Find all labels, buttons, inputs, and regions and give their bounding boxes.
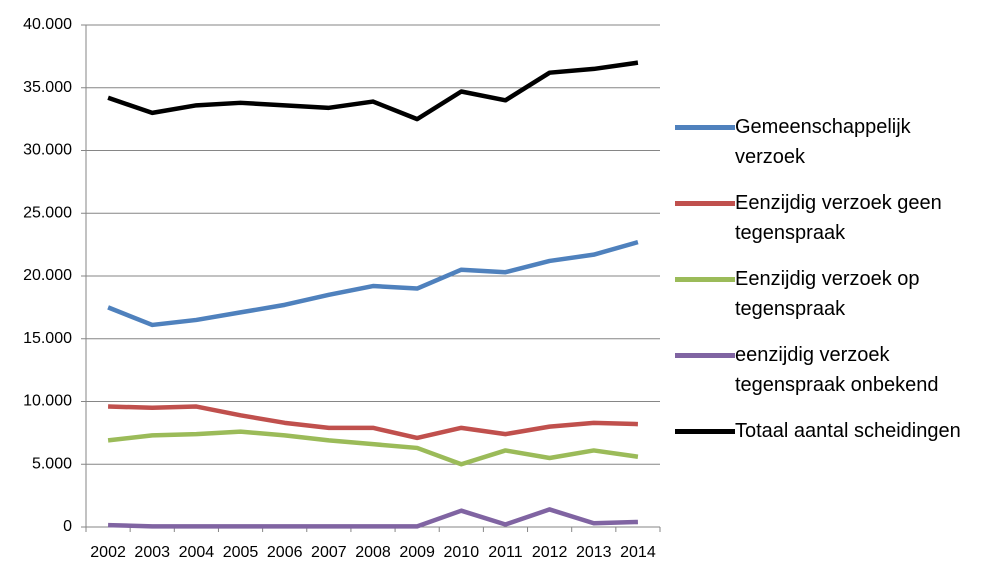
y-tick-label: 10.000	[23, 393, 72, 410]
x-tick-label: 2008	[355, 544, 391, 561]
legend-item: Eenzijdig verzoek op tegenspraak	[675, 264, 983, 324]
x-tick-label: 2007	[311, 544, 347, 561]
x-tick-label: 2005	[223, 544, 259, 561]
legend-label: Eenzijdig verzoek geen tegenspraak	[735, 192, 942, 244]
x-tick-label: 2010	[444, 544, 480, 561]
x-tick-label: 2012	[532, 544, 568, 561]
legend-item: Eenzijdig verzoek geen tegenspraak	[675, 188, 983, 248]
series-line	[108, 404, 638, 441]
x-tick-label: 2009	[399, 544, 435, 561]
legend-swatch	[675, 125, 735, 130]
series-line	[107, 429, 639, 467]
y-tick-label: 15.000	[23, 330, 72, 347]
legend-swatch	[675, 201, 735, 206]
y-tick-label: 5.000	[32, 455, 72, 472]
x-tick-label: 2006	[267, 544, 303, 561]
series-line	[107, 239, 639, 328]
legend-label: Totaal aantal scheidingen	[735, 420, 961, 442]
legend-item: eenzijdig verzoek tegenspraak onbekend	[675, 340, 983, 400]
x-tick-label: 2011	[488, 544, 523, 561]
y-tick-label: 30.000	[23, 142, 72, 159]
legend-item: Gemeenschappelijk verzoek	[675, 112, 983, 172]
y-tick-label: 35.000	[23, 79, 72, 96]
series-line	[107, 60, 639, 122]
series-line	[108, 507, 638, 529]
x-tick-label: 2003	[134, 544, 170, 561]
y-tick-label: 0	[63, 518, 72, 535]
x-tick-label: 2002	[90, 544, 126, 561]
legend-label: Eenzijdig verzoek op tegenspraak	[735, 268, 920, 320]
y-tick-label: 25.000	[23, 204, 72, 221]
x-tick-label: 2014	[620, 544, 656, 561]
legend-item: Totaal aantal scheidingen	[675, 416, 983, 446]
y-tick-label: 40.000	[23, 16, 72, 33]
legend-label: eenzijdig verzoek tegenspraak onbekend	[735, 344, 939, 396]
y-tick-label: 20.000	[23, 267, 72, 284]
legend-swatch	[675, 277, 735, 282]
legend-swatch	[675, 353, 735, 358]
x-tick-label: 2013	[576, 544, 612, 561]
legend-swatch	[675, 429, 735, 434]
x-tick-label: 2004	[179, 544, 215, 561]
legend-label: Gemeenschappelijk verzoek	[735, 116, 911, 168]
